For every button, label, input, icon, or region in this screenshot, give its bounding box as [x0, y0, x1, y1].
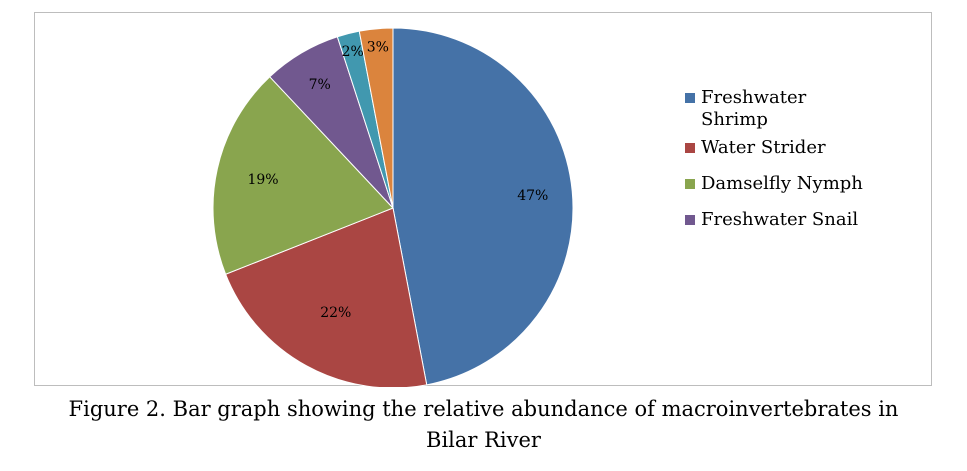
pie-slice-freshwater-shrimp — [392, 27, 574, 386]
legend-swatch — [685, 215, 695, 225]
slice-value-label: 22% — [320, 305, 351, 321]
pie-slice-water-strider — [224, 207, 428, 387]
legend-item: Damselfly Nymph — [685, 173, 925, 195]
pie-chart: 47% 22% 19% 7% 2% 3% — [212, 27, 574, 387]
legend-label: Damselfly Nymph — [701, 173, 863, 194]
legend-label: Freshwater Snail — [701, 209, 859, 230]
slice-value-label: 7% — [309, 77, 331, 93]
pie-slice-unlabeled-5 — [358, 27, 394, 209]
slice-value-label: 2% — [342, 44, 364, 60]
legend-label: Water Strider — [701, 137, 826, 158]
figure-caption: Figure 2. Bar graph showing the relative… — [0, 394, 967, 456]
legend-label: Freshwater Shrimp — [701, 87, 807, 130]
pie-slice-damselfly-nymph — [212, 76, 394, 275]
caption-line-1: Figure 2. Bar graph showing the relative… — [68, 397, 899, 421]
slice-value-label: 3% — [367, 40, 389, 56]
chart-frame: 47% 22% 19% 7% 2% 3% Freshwater Shrimp Water S… — [34, 12, 932, 387]
legend-swatch — [685, 179, 695, 189]
slice-value-label: 47% — [517, 188, 548, 204]
legend: Freshwater Shrimp Water Strider Damselfly … — [685, 73, 925, 231]
legend-item: Freshwater Shrimp — [685, 87, 925, 131]
caption-line-2: Bilar River — [426, 428, 541, 452]
legend-swatch — [685, 143, 695, 153]
legend-swatch — [685, 93, 695, 103]
legend-item: Water Strider — [685, 137, 925, 159]
slice-value-label: 19% — [247, 172, 278, 188]
legend-item: Freshwater Snail — [685, 209, 925, 231]
